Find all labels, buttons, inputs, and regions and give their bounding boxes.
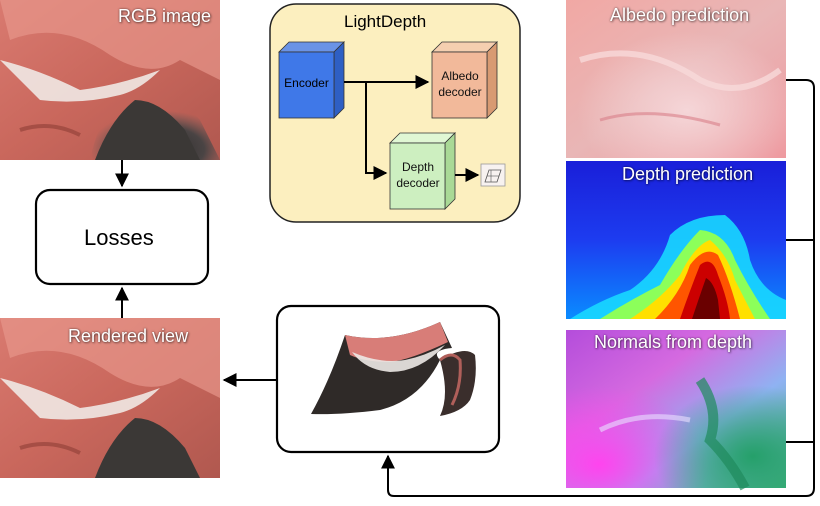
- depth-decoder-block: [389, 132, 456, 210]
- albedo-decoder-label: Albedo decoder: [438, 69, 482, 99]
- normals-image: [566, 330, 786, 491]
- network-title: LightDepth: [344, 12, 427, 31]
- rendered-surface: [311, 322, 476, 416]
- encoder-to-depth-arrow: [365, 82, 388, 180]
- depth-decoder-label: Depth decoder: [396, 160, 440, 190]
- rendered-view-label: Rendered view: [68, 326, 189, 346]
- encoder-block: [278, 41, 345, 119]
- rgb-image-label: RGB image: [118, 6, 212, 26]
- losses-box: [34, 188, 210, 286]
- albedo-prediction-label: Albedo prediction: [610, 5, 750, 25]
- predictions-bracket: [387, 79, 815, 497]
- depth-prediction-label: Depth prediction: [622, 164, 754, 184]
- depth-image: [566, 161, 786, 319]
- rgb-image: [0, 0, 220, 160]
- albedo-image: [566, 0, 786, 158]
- encoder-label: Encoder: [284, 76, 329, 90]
- depth-output-icon: [480, 163, 506, 187]
- albedo-decoder-block: [431, 41, 498, 119]
- losses-label: Losses: [84, 225, 154, 250]
- rendered-image: [0, 318, 220, 478]
- normals-label: Normals from depth: [594, 332, 753, 352]
